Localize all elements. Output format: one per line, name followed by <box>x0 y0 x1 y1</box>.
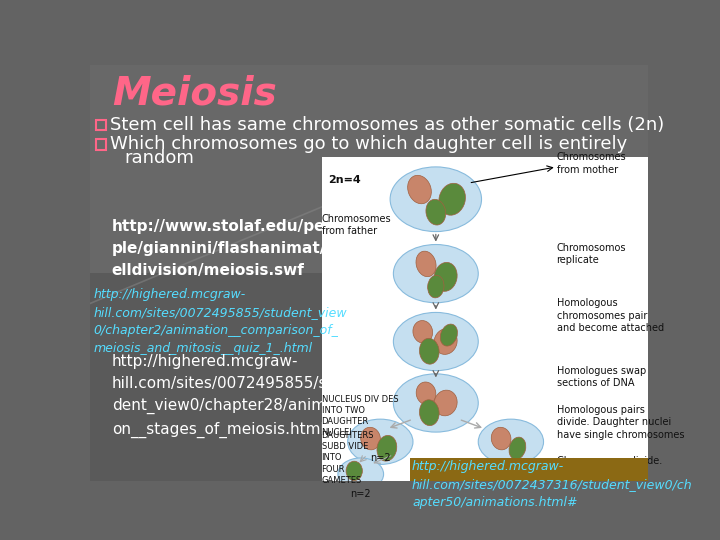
Text: NUCLEUS DIV DES
INTO TWO
DAUGHTER
NUCLEI: NUCLEUS DIV DES INTO TWO DAUGHTER NUCLEI <box>322 395 398 437</box>
Ellipse shape <box>393 313 478 370</box>
Text: DAUGHTERS
SUBD VIDE
INTO
FOUR
GAMETES: DAUGHTERS SUBD VIDE INTO FOUR GAMETES <box>322 431 374 485</box>
Ellipse shape <box>416 251 436 276</box>
Ellipse shape <box>346 461 362 481</box>
Ellipse shape <box>426 199 446 225</box>
Text: http://highered.mcgraw-
hill.com/sites/0072495855/student_view
0/chapter2/animat: http://highered.mcgraw- hill.com/sites/0… <box>94 288 348 355</box>
Ellipse shape <box>509 437 526 460</box>
Text: Chromosomes divide.
Gametes have: Chromosomes divide. Gametes have <box>557 456 662 479</box>
Ellipse shape <box>434 390 457 416</box>
Text: http://highered.mcgraw-
hill.com/sites/0072437316/student_view0/ch
apter50/anima: http://highered.mcgraw- hill.com/sites/0… <box>412 460 693 509</box>
Text: 2n=4: 2n=4 <box>328 175 361 185</box>
Text: Meiosis: Meiosis <box>112 74 276 112</box>
Text: Chromosomos
replicate: Chromosomos replicate <box>557 243 626 266</box>
Ellipse shape <box>434 262 457 291</box>
Text: Which chromosomes go to which daughter cell is entirely: Which chromosomes go to which daughter c… <box>110 136 627 153</box>
Ellipse shape <box>439 183 465 215</box>
Ellipse shape <box>434 329 457 354</box>
Ellipse shape <box>420 339 439 364</box>
Text: Chromosomes
from father: Chromosomes from father <box>322 214 391 237</box>
Ellipse shape <box>408 176 431 204</box>
Text: random: random <box>124 149 194 167</box>
Ellipse shape <box>390 167 482 232</box>
Bar <box>410 458 648 490</box>
Ellipse shape <box>377 435 397 461</box>
Text: Chromosomes
from mother: Chromosomes from mother <box>557 152 626 175</box>
Ellipse shape <box>478 419 544 464</box>
Text: Stem cell has same chromosomes as other somatic cells (2n): Stem cell has same chromosomes as other … <box>110 116 665 134</box>
Text: Homologues swap
sections of DNA: Homologues swap sections of DNA <box>557 366 646 388</box>
Ellipse shape <box>428 275 444 298</box>
Ellipse shape <box>361 427 380 450</box>
Text: Homologous
chromosomes pair
and become attached: Homologous chromosomes pair and become a… <box>557 298 664 333</box>
Ellipse shape <box>420 400 439 426</box>
Ellipse shape <box>393 374 478 432</box>
Ellipse shape <box>413 321 433 343</box>
Bar <box>96 120 107 130</box>
Bar <box>90 65 648 273</box>
Ellipse shape <box>348 419 413 464</box>
Ellipse shape <box>491 427 511 450</box>
Text: Homologous pairs
divide. Daughter nuclei
have single chromosomes: Homologous pairs divide. Daughter nuclei… <box>557 405 684 440</box>
Text: http://highered.mcgraw-
hill.com/sites/0072495855/stu
dent_view0/chapter28/anima: http://highered.mcgraw- hill.com/sites/0… <box>112 354 346 437</box>
Ellipse shape <box>440 324 457 346</box>
Bar <box>96 139 107 150</box>
Text: n=2: n=2 <box>351 489 371 498</box>
Text: n=2: n=2 <box>370 453 391 463</box>
Ellipse shape <box>393 245 478 303</box>
Ellipse shape <box>416 382 436 404</box>
Bar <box>322 157 648 481</box>
Ellipse shape <box>338 458 384 490</box>
Text: http://www.stolaf.edu/peo
ple/giannini/flashanimat/c
elldivision/meiosis.swf: http://www.stolaf.edu/peo ple/giannini/f… <box>112 219 336 278</box>
